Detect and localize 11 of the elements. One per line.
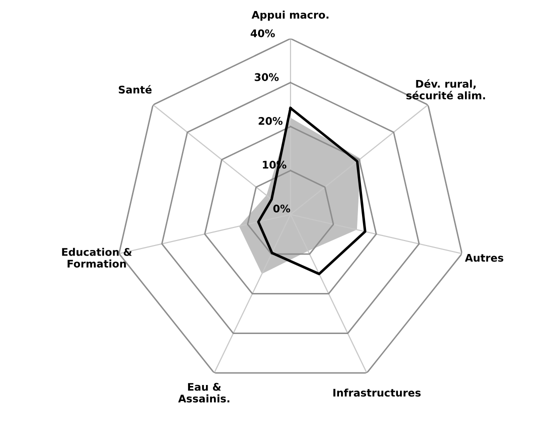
spoke-label: Education & Formation xyxy=(62,248,132,268)
spoke-label: Santé xyxy=(118,85,152,94)
spoke-label: Dév. rural, sécurité alim. xyxy=(406,79,485,100)
y-tick-label: 20% xyxy=(258,116,283,125)
spoke-label: Eau & Assainis. xyxy=(178,382,230,402)
y-tick-label: 0% xyxy=(273,204,290,212)
spoke-label: Autres xyxy=(464,254,504,262)
spoke-label: Appui macro. xyxy=(252,10,328,21)
y-tick-label: 30% xyxy=(254,73,279,82)
y-tick-label: 40% xyxy=(250,29,275,38)
spoke-label: Infrastructures xyxy=(333,388,421,397)
